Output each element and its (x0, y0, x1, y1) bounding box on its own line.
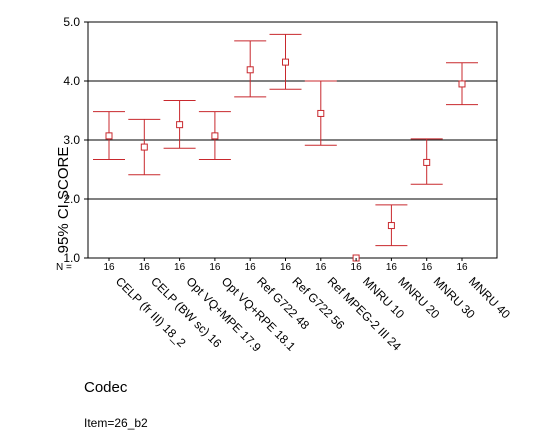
y-tick-label: 4.0 (63, 74, 80, 88)
mean-marker (140, 143, 148, 151)
mean-marker (423, 158, 431, 166)
gridlines (88, 80, 497, 200)
y-tick-label: 5.0 (63, 15, 80, 29)
n-count: 16 (421, 262, 433, 273)
n-count-row: N = 16 16 16 16 16 16 16 16 16 16 16 (56, 258, 468, 273)
y-tick-label: 2.0 (63, 192, 80, 206)
mean-marker (458, 80, 466, 88)
x-axis-title: Codec (84, 379, 128, 396)
y-axis-title: 95% CI SCORE (55, 147, 72, 254)
n-row-label: N = (56, 262, 72, 273)
n-count: 16 (209, 262, 221, 273)
mean-marker (387, 222, 395, 230)
n-count: 16 (456, 262, 468, 273)
mean-marker (211, 132, 219, 140)
y-axis-ticks: 1.0 2.0 3.0 4.0 5.0 (63, 15, 88, 265)
n-count: 16 (280, 262, 292, 273)
n-count: 16 (315, 262, 327, 273)
n-count: 16 (351, 262, 363, 273)
mean-marker (317, 109, 325, 117)
mean-marker (176, 121, 184, 129)
y-tick-label: 1.0 (63, 251, 80, 265)
footnote: Item=26_b2 (84, 416, 148, 430)
mean-marker (246, 66, 254, 74)
n-count: 16 (139, 262, 151, 273)
mean-marker (282, 58, 289, 66)
y-tick-label: 3.0 (63, 133, 80, 147)
mean-marker (105, 132, 113, 140)
n-count: 16 (386, 262, 398, 273)
n-count: 16 (174, 262, 186, 273)
n-count: 16 (103, 262, 115, 273)
series-error-bars (93, 33, 478, 262)
n-count: 16 (245, 262, 257, 273)
